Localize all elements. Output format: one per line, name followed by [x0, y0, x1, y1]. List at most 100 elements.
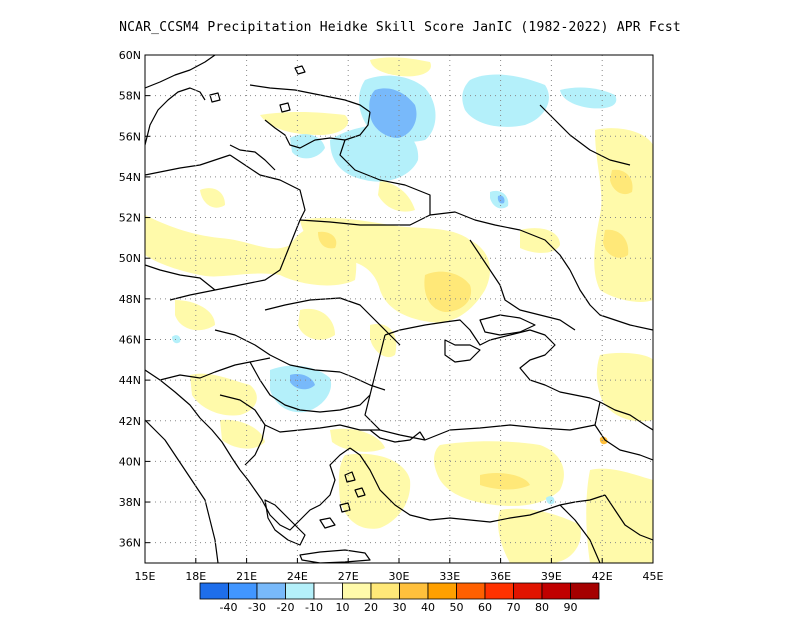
colorbar-label: 30 [393, 601, 407, 614]
colorbar-label: 90 [564, 601, 578, 614]
y-tick-label: 46N [119, 333, 141, 346]
positive-skill-area-strong [424, 271, 472, 312]
colorbar-swatch [285, 582, 315, 600]
positive-skill-area-strong [603, 229, 629, 258]
negative-skill-area-strong [369, 88, 417, 138]
peloponnese-coastline [264, 499, 306, 546]
country-border [569, 269, 653, 331]
x-tick-label: 39E [541, 570, 562, 583]
negative-skill-area [172, 335, 181, 344]
country-border [249, 361, 371, 413]
gulf-of-finland-coastline [249, 84, 371, 113]
colorbar-swatch [541, 582, 571, 600]
country-border [229, 154, 306, 221]
map-title: NCAR_CCSM4 Precipitation Heidke Skill Sc… [119, 20, 681, 35]
negative-skill-area [560, 87, 617, 109]
y-tick-label: 54N [119, 171, 141, 184]
colorbar-label: 80 [535, 601, 549, 614]
azov-coastline [479, 314, 536, 336]
lake [279, 102, 291, 113]
country-border [145, 264, 216, 291]
country-border [559, 504, 601, 563]
positive-skill-area [220, 419, 265, 449]
colorbar-swatch [256, 582, 286, 600]
colorbar-swatch [228, 582, 258, 600]
high-skill-spot [599, 436, 608, 445]
crete-coastline [299, 549, 371, 563]
aegean-island [354, 487, 366, 498]
country-border [604, 494, 653, 541]
y-tick-label: 42N [119, 415, 141, 428]
x-tick-label: 27E [338, 570, 359, 583]
positive-skill-area [190, 373, 257, 416]
negative-skill-area-strong [290, 374, 315, 390]
colorbar-label: -10 [305, 601, 323, 614]
x-tick-label: 45E [643, 570, 664, 583]
baltic-coastline [145, 87, 206, 146]
colorbar-swatch [370, 582, 400, 600]
x-tick-label: 36E [490, 570, 511, 583]
caucasus-border [599, 401, 653, 431]
lithuania-coastline [229, 144, 276, 171]
country-border [594, 424, 653, 461]
latitude-axis: 36N 38N 40N 42N 44N 46N 48N 50N 52N 54N 56N 58N 60N [119, 49, 150, 550]
skill-score-shading [145, 57, 653, 563]
x-tick-label: 24E [287, 570, 308, 583]
marmara-coastline [369, 429, 426, 443]
positive-skill-area [175, 300, 215, 331]
positive-skill-area [594, 128, 653, 302]
positive-skill-area-strong [318, 231, 337, 249]
country-border [469, 239, 576, 331]
colorbar-swatch [313, 582, 343, 600]
negative-skill-area [270, 365, 332, 413]
y-tick-label: 50N [119, 252, 141, 265]
colorbar-swatch [513, 582, 543, 600]
colorbar-label: 40 [421, 601, 435, 614]
y-tick-label: 44N [119, 374, 141, 387]
x-tick-label: 30E [389, 570, 410, 583]
country-border [539, 104, 631, 166]
colorbar-swatch [456, 582, 486, 600]
estonia-latvia-coastline [264, 119, 346, 149]
country-border [214, 329, 341, 373]
positive-skill-area [260, 111, 349, 135]
colorbar-label: 70 [507, 601, 521, 614]
aegean-island [319, 517, 336, 529]
baltic-coastline [145, 55, 216, 89]
positive-skill-area [498, 508, 581, 563]
positive-skill-area [586, 468, 653, 563]
adriatic-coastline [145, 369, 241, 471]
colorbar: -40 -30 -20 -10 10 20 30 40 50 60 70 80 90 [199, 582, 600, 614]
coastlines-and-borders [145, 55, 653, 563]
positive-skill-area [370, 57, 431, 77]
country-border [264, 297, 401, 346]
y-tick-label: 56N [119, 130, 141, 143]
y-tick-label: 48N [119, 293, 141, 306]
positive-skill-area-strong [610, 169, 633, 195]
x-tick-label: 21E [236, 570, 257, 583]
aegean-island [344, 471, 356, 483]
lake [209, 92, 221, 103]
positive-skill-area [200, 188, 225, 208]
positive-skill-area [330, 428, 385, 452]
black-sea-coastline [364, 334, 601, 441]
lake [294, 65, 306, 75]
y-tick-label: 36N [119, 537, 141, 550]
colorbar-label: -30 [248, 601, 266, 614]
y-tick-label: 52N [119, 212, 141, 225]
black-sea-coastline [384, 319, 601, 403]
poland-coastline [145, 154, 231, 176]
positive-skill-area [338, 453, 411, 529]
colorbar-label: 10 [336, 601, 350, 614]
negative-skill-area [546, 496, 555, 505]
y-tick-label: 40N [119, 455, 141, 468]
positive-skill-area [378, 180, 415, 212]
positive-skill-area-strong [480, 473, 530, 490]
crimea-coastline [444, 339, 481, 363]
colorbar-label: 50 [450, 601, 464, 614]
country-border [219, 394, 380, 433]
longitude-axis: 15E 18E 21E 24E 27E 30E 33E 36E 39E 42E 45E [135, 558, 664, 583]
positive-skill-area [596, 352, 653, 422]
colorbar-swatch [427, 582, 457, 600]
